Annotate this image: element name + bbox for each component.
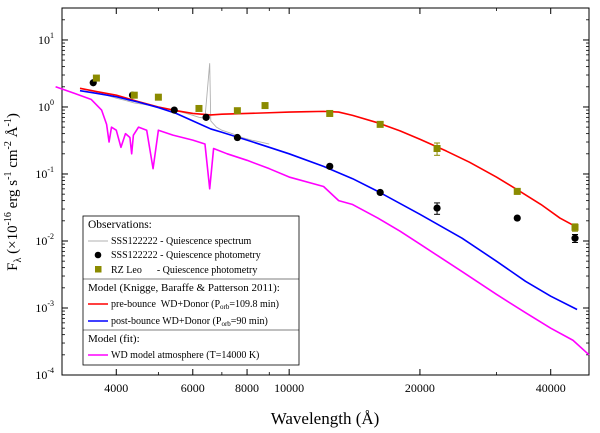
x-tick-label: 20000 bbox=[405, 381, 435, 395]
series-line-spectrum bbox=[96, 63, 270, 145]
data-point-rz_phot bbox=[326, 109, 334, 117]
data-point-rz_phot bbox=[195, 104, 203, 112]
legend-sss-label: SSS122222 - Quiescence photometry bbox=[111, 250, 261, 261]
legend-box bbox=[82, 215, 300, 366]
series-line-prebounce bbox=[79, 87, 578, 229]
legend-model-header: Model (Knigge, Baraffe & Patterson 2011)… bbox=[88, 282, 280, 294]
data-point-rz_phot bbox=[376, 120, 384, 128]
series-line-postbounce bbox=[79, 89, 578, 311]
y-tick-label: 10-3 bbox=[35, 299, 54, 315]
legend-rz-label: RZ Leo - Quiescence photometry bbox=[111, 265, 257, 276]
plot-area bbox=[55, 63, 590, 356]
data-point-sss_phot bbox=[202, 113, 210, 121]
data-point-sss_phot bbox=[170, 106, 178, 114]
data-point-rz_phot bbox=[154, 93, 162, 101]
x-tick-label: 8000 bbox=[235, 381, 259, 395]
legend-prebounce-label: pre-bounce WD+Donor (Porb=109.8 min) bbox=[111, 299, 279, 311]
y-axis-label: Fλ (×10-16 erg s-1 cm-2 Å-1) bbox=[3, 113, 24, 271]
x-tick-label: 10000 bbox=[274, 381, 304, 395]
y-tick-label: 101 bbox=[38, 31, 54, 47]
plot-frame bbox=[61, 7, 590, 376]
y-tick-label: 10-2 bbox=[35, 232, 54, 248]
y-tick-label: 100 bbox=[38, 98, 54, 114]
legend-rz-marker bbox=[95, 266, 102, 273]
x-tick-label: 40000 bbox=[536, 381, 566, 395]
data-point-sss_phot bbox=[326, 162, 334, 170]
x-tick-label: 6000 bbox=[181, 381, 205, 395]
data-point-rz_phot bbox=[130, 91, 138, 99]
x-tick-label: 4000 bbox=[104, 381, 128, 395]
data-point-sss_phot bbox=[376, 188, 384, 197]
data-point-rz_phot bbox=[261, 102, 269, 110]
data-point-sss_phot bbox=[513, 214, 521, 222]
y-tick-label: 10-4 bbox=[35, 366, 54, 382]
data-point-sss_phot bbox=[233, 133, 241, 142]
data-point-rz_phot bbox=[513, 187, 521, 195]
legend-wd-label: WD model atmosphere (T=14000 K) bbox=[111, 350, 259, 361]
legend-postbounce-label: post-bounce WD+Donor (Porb=90 min) bbox=[111, 316, 268, 328]
data-point-rz_phot bbox=[92, 74, 100, 82]
data-point-rz_phot bbox=[433, 145, 441, 153]
data-point-sss_phot bbox=[571, 234, 579, 242]
legend-spectrum-label: SSS122222 - Quiescence spectrum bbox=[111, 236, 251, 247]
y-tick-label: 10-1 bbox=[35, 165, 54, 181]
x-axis-label: Wavelength (Å) bbox=[271, 409, 380, 428]
legend-obs-header: Observations: bbox=[88, 219, 152, 231]
data-point-rz_phot bbox=[233, 107, 241, 115]
legend-sss-marker bbox=[94, 251, 102, 259]
series-line-wd bbox=[55, 86, 590, 356]
data-point-rz_phot bbox=[571, 223, 579, 231]
legend-fit-header: Model (fit): bbox=[88, 333, 140, 345]
axis-ticks: 10-4 10-3 10-2 10-1 100 101 4000 6000 8000 10000 2… bbox=[35, 7, 589, 395]
data-point-sss_phot bbox=[433, 204, 441, 212]
legend: Observations: SSS122222 - Quiescence spe… bbox=[82, 215, 300, 366]
